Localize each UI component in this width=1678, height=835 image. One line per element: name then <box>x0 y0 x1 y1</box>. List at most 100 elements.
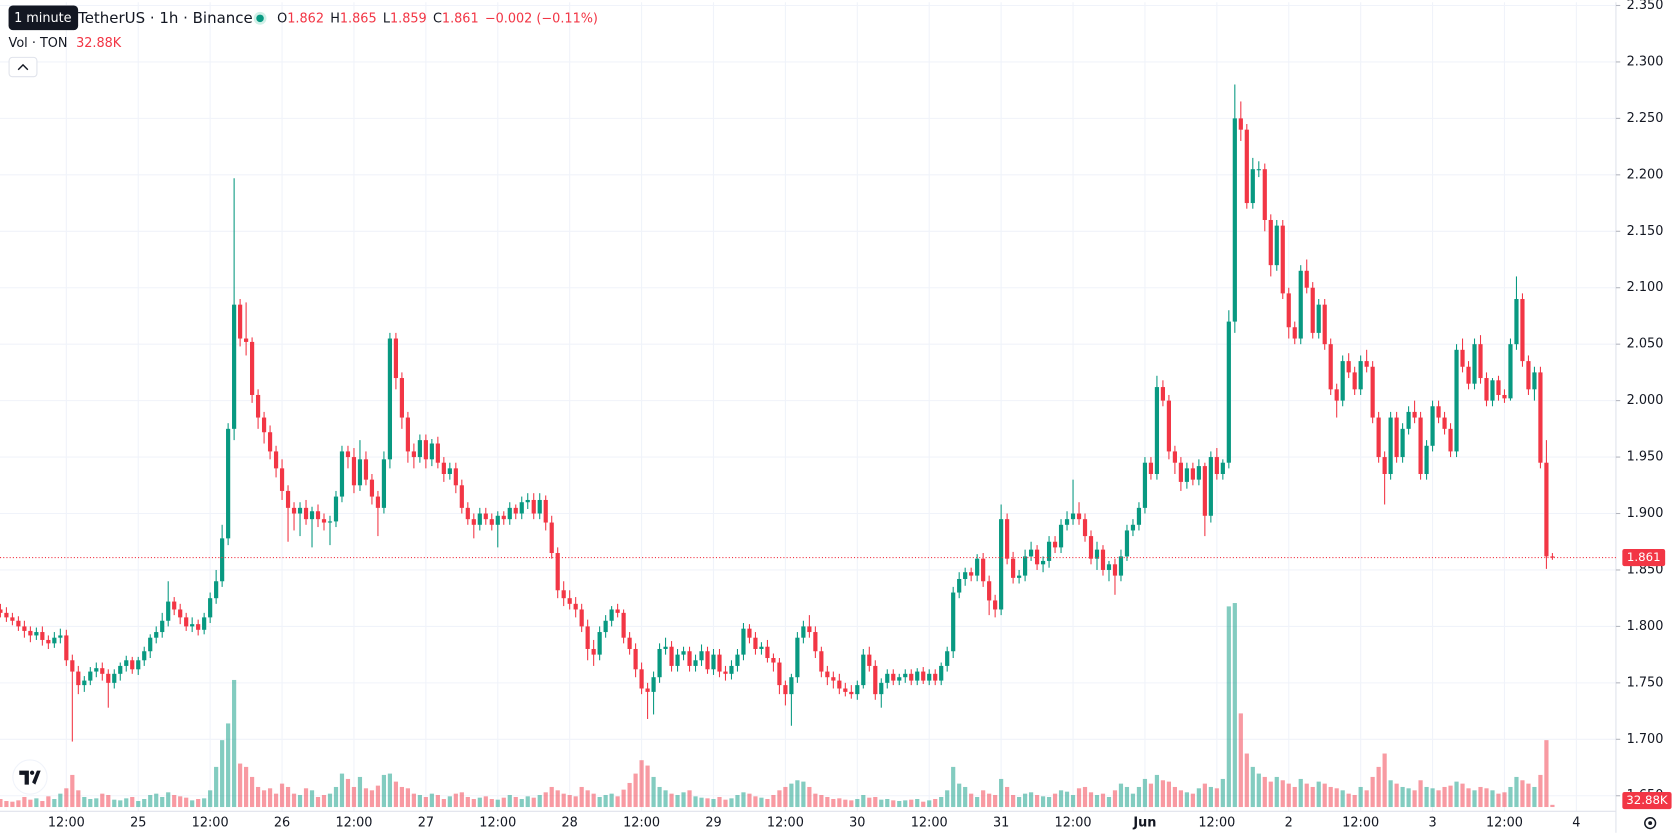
candle-body <box>993 600 998 610</box>
candle-body <box>148 637 153 652</box>
volume-bar <box>921 801 926 808</box>
volume-bar <box>1328 786 1333 808</box>
volume-bar <box>1196 788 1201 808</box>
volume-bar <box>609 793 614 808</box>
volume-bar <box>1094 794 1100 808</box>
x-tick-label: 4 <box>1572 816 1580 831</box>
candle-body <box>1208 457 1213 516</box>
volume-bar <box>1118 783 1124 808</box>
candle-body <box>244 338 249 342</box>
candle-body <box>633 648 638 670</box>
volume-bar <box>1508 786 1513 808</box>
volume-bar <box>1160 780 1166 808</box>
volume-bar <box>166 792 171 808</box>
volume-bar <box>975 797 980 808</box>
candle-body <box>357 459 363 486</box>
volume-bar <box>963 786 968 808</box>
candle-body <box>705 651 710 670</box>
candle-body <box>843 688 848 692</box>
collapse-icon[interactable] <box>17 63 29 71</box>
candle-body <box>495 515 500 525</box>
settings-icon-core[interactable] <box>1648 821 1653 826</box>
volume-bar <box>597 797 602 808</box>
candle-body <box>393 338 399 379</box>
symbol-title[interactable]: TetherUS · 1h · Binance <box>77 9 253 27</box>
settings-icon[interactable] <box>1644 816 1657 830</box>
volume-bar <box>897 801 902 808</box>
volume-bar <box>621 789 626 808</box>
volume-bar <box>1220 778 1225 808</box>
volume-bar <box>148 794 153 808</box>
volume-bar <box>1298 778 1303 808</box>
volume-bar <box>525 796 530 808</box>
candle-body <box>759 646 764 649</box>
candle-body <box>663 646 668 649</box>
volume-bar <box>1310 786 1315 808</box>
volume-bar <box>321 794 327 808</box>
volume-bar <box>249 776 255 808</box>
volume-bar <box>831 799 836 808</box>
volume-bar <box>267 788 273 808</box>
logo-badge[interactable] <box>12 759 48 795</box>
volume-bar <box>951 766 956 808</box>
volume-bar <box>1202 783 1207 808</box>
candle-body <box>963 572 968 579</box>
volume-bar <box>1136 786 1142 808</box>
market-status-dot[interactable] <box>256 14 264 23</box>
candle-body <box>951 592 956 652</box>
volume-bar <box>1448 785 1453 808</box>
volume-bar <box>232 679 237 808</box>
volume-bar <box>261 790 267 808</box>
volume-bar <box>1412 790 1417 808</box>
volume-bar <box>1466 788 1471 808</box>
candle-body <box>1532 372 1537 390</box>
open-label: O <box>277 11 287 26</box>
candle-body <box>1424 445 1429 474</box>
candle-body <box>1538 372 1543 463</box>
candle-body <box>1202 466 1207 516</box>
candle-body <box>1310 287 1315 333</box>
x-tick-label: 12:00 <box>335 816 372 831</box>
candle-body <box>1142 462 1148 508</box>
low-label: L <box>383 11 391 26</box>
volume-bar <box>238 763 243 808</box>
volume-bar <box>88 799 93 808</box>
volume-bar <box>447 796 452 808</box>
volume-bar <box>297 794 303 808</box>
candle-body <box>903 673 908 678</box>
candle-body <box>987 581 992 601</box>
y-tick-label: 2.000 <box>1627 393 1664 408</box>
tooltip-text: 1 minute <box>14 11 72 26</box>
volume-bar <box>459 792 464 808</box>
volume-bar <box>435 794 440 808</box>
x-tick-label: 12:00 <box>623 816 660 831</box>
candle-body <box>615 609 620 613</box>
candle-body <box>513 507 518 514</box>
y-tick-label: 1.700 <box>1627 732 1664 747</box>
volume-legend: Vol · TON 32.88K <box>9 35 122 50</box>
volume-bar <box>759 797 764 808</box>
candle-body <box>1334 389 1339 401</box>
candle-body <box>693 660 698 666</box>
volume-bar <box>747 793 752 808</box>
volume-bar <box>507 794 512 808</box>
candle-body <box>825 671 830 678</box>
candle-body <box>154 632 159 638</box>
volume-bar <box>1052 793 1058 808</box>
candle-body <box>687 651 692 666</box>
volume-bar <box>1304 783 1309 808</box>
candle-body <box>1448 428 1453 452</box>
candle-body <box>945 651 950 666</box>
collapse-button[interactable] <box>8 56 38 78</box>
volume-bar <box>453 793 458 808</box>
candle-body <box>861 654 866 686</box>
volume-bar <box>627 782 632 808</box>
volume-bar <box>1046 797 1052 808</box>
logo-dot[interactable] <box>29 770 35 775</box>
logo[interactable] <box>19 770 41 785</box>
volume-bar <box>1232 603 1237 808</box>
volume-bar <box>531 797 536 808</box>
volume-bar <box>106 794 111 808</box>
volume-bar <box>82 797 87 808</box>
x-tick-label: 31 <box>993 816 1009 831</box>
